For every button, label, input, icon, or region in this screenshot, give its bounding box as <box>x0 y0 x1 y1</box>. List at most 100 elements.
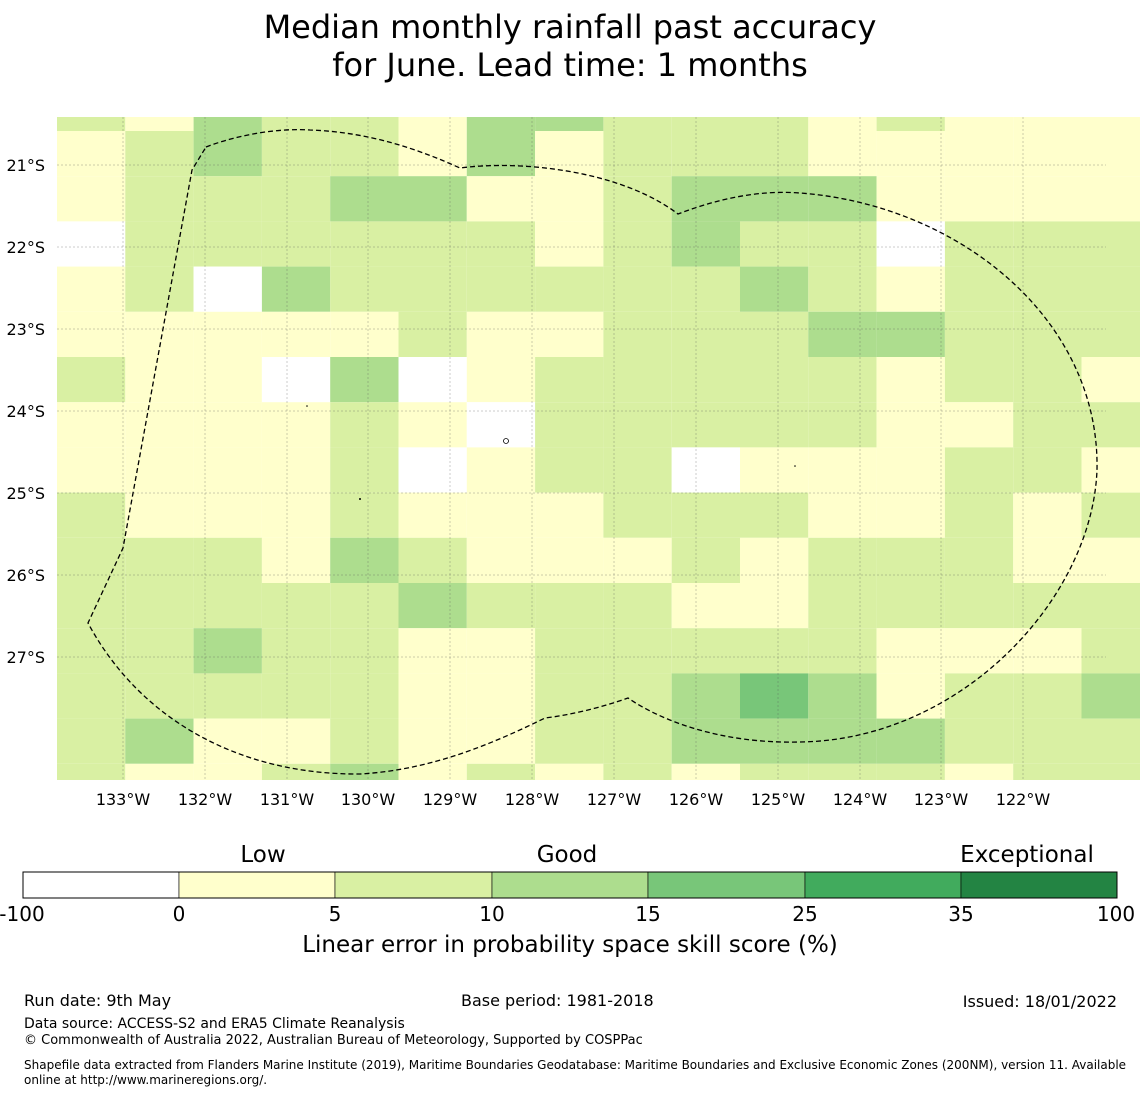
grid-cell <box>57 176 126 222</box>
grid-cell <box>466 447 536 493</box>
grid-cell <box>193 221 262 267</box>
grid-cell <box>808 117 877 131</box>
grid-cell <box>261 537 331 583</box>
data-source: Data source: ACCESS-S2 and ERA5 Climate … <box>24 1016 405 1032</box>
grid-cell <box>57 117 126 131</box>
grid-cell <box>398 131 467 177</box>
grid-cell <box>330 628 399 674</box>
grid-cell <box>1081 402 1140 448</box>
longitude-label: 126°W <box>669 790 724 809</box>
island-marker <box>359 498 361 500</box>
grid-cell <box>603 357 672 403</box>
colorbar-label-exceptional: Exceptional <box>960 842 1094 868</box>
issued-date: Issued: 18/01/2022 <box>962 992 1117 1011</box>
colorbar-border <box>22 871 1118 899</box>
grid-cell <box>603 266 672 312</box>
grid-cell <box>944 583 1014 629</box>
grid-cell <box>57 763 126 780</box>
latitude-label: 25°S <box>6 484 45 503</box>
grid-cell <box>944 117 1014 131</box>
grid-cell <box>193 537 262 583</box>
base-period: Base period: 1981-2018 <box>461 991 654 1010</box>
grid-cell <box>193 492 262 538</box>
grid-cell <box>125 266 194 312</box>
grid-cell <box>1013 492 1082 538</box>
grid-cell <box>603 176 672 222</box>
grid-cell <box>671 763 740 780</box>
grid-cell <box>466 311 536 357</box>
longitude-label: 125°W <box>751 790 806 809</box>
copyright: © Commonwealth of Australia 2022, Austra… <box>24 1033 643 1048</box>
grid-cell <box>671 266 740 312</box>
grid-cell <box>125 763 194 780</box>
grid-cell <box>671 537 740 583</box>
grid-cell <box>1081 583 1140 629</box>
grid-cell <box>398 718 467 764</box>
grid-cell <box>603 117 672 131</box>
grid-cell <box>398 357 467 403</box>
grid-cell <box>330 492 399 538</box>
colorbar-tick: 100 <box>1096 902 1136 926</box>
longitude-label: 122°W <box>996 790 1051 809</box>
grid-cell <box>944 131 1014 177</box>
grid-cell <box>603 718 672 764</box>
grid-cell <box>261 583 331 629</box>
grid-cell <box>1013 537 1082 583</box>
grid-cell <box>1013 131 1082 177</box>
grid-cell <box>535 221 604 267</box>
grid-cell <box>740 673 809 719</box>
grid-cell <box>330 673 399 719</box>
grid-cell <box>876 311 945 357</box>
grid-cell <box>671 357 740 403</box>
grid-cell <box>876 583 945 629</box>
grid-cell <box>466 628 536 674</box>
grid-cell <box>125 447 194 493</box>
map-title-line2: for June. Lead time: 1 months <box>332 46 808 84</box>
grid-cell <box>1013 763 1082 780</box>
grid-cell <box>466 117 536 131</box>
grid-cell <box>1013 176 1082 222</box>
grid-cell <box>1013 402 1082 448</box>
grid-cell <box>1081 763 1140 780</box>
island-marker <box>306 405 308 407</box>
grid-cell <box>671 221 740 267</box>
grid-cell <box>57 628 126 674</box>
grid-cell <box>125 718 194 764</box>
colorbar-label-good: Good <box>536 842 598 868</box>
grid-cell <box>671 176 740 222</box>
colorbar-tick: 35 <box>948 902 974 926</box>
grid-cell <box>466 537 536 583</box>
colorbar-tick: 0 <box>172 902 186 926</box>
grid-cell <box>261 117 331 131</box>
grid-cell <box>603 673 672 719</box>
grid-cell <box>125 176 194 222</box>
skill-grid <box>57 117 1140 780</box>
grid-cell <box>603 763 672 780</box>
grid-cell <box>193 763 262 780</box>
grid-cell <box>193 266 262 312</box>
grid-cell <box>398 176 467 222</box>
grid-cell <box>193 402 262 448</box>
grid-cell <box>1081 176 1140 222</box>
longitude-label: 124°W <box>833 790 888 809</box>
island-marker <box>794 465 796 467</box>
eez-boundary <box>87 129 1098 775</box>
grid-cell <box>125 673 194 719</box>
grid-cell <box>876 628 945 674</box>
grid-cell <box>944 221 1014 267</box>
grid-cell <box>1081 447 1140 493</box>
grid-cell <box>876 718 945 764</box>
grid-cell <box>261 221 331 267</box>
grid-cell <box>603 447 672 493</box>
grid-cell <box>261 673 331 719</box>
grid-cell <box>330 221 399 267</box>
grid-cell <box>193 117 262 131</box>
grid-cell <box>603 537 672 583</box>
grid-cell <box>671 402 740 448</box>
grid-cell <box>876 221 945 267</box>
grid-cell <box>1081 311 1140 357</box>
grid-cell <box>330 131 399 177</box>
grid-cell <box>535 628 604 674</box>
grid-cell <box>57 131 126 177</box>
grid-cell <box>125 402 194 448</box>
